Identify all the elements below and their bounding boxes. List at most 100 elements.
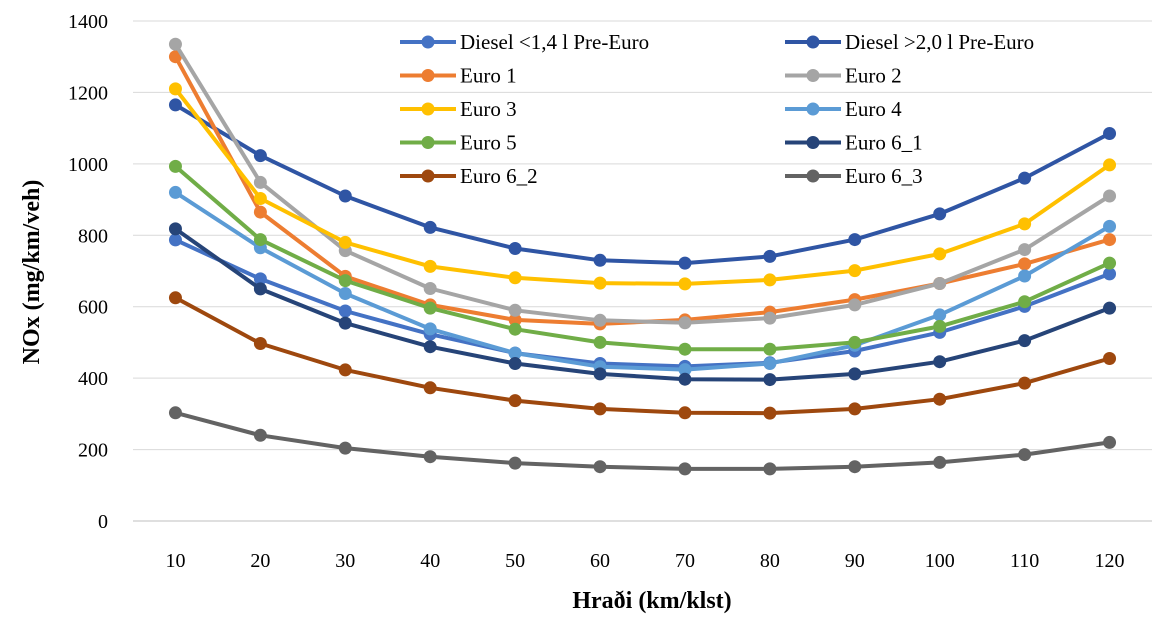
- data-point: [1103, 158, 1117, 172]
- data-point: [508, 346, 522, 360]
- series-euro-5: [168, 159, 1117, 356]
- legend-item: Euro 3: [400, 97, 517, 121]
- legend-swatch-marker: [421, 102, 435, 116]
- y-tick-label: 600: [78, 297, 108, 319]
- legend-item: Euro 6_2: [400, 164, 538, 188]
- x-tick-label: 90: [845, 550, 865, 572]
- data-point: [678, 372, 692, 386]
- data-point: [593, 402, 607, 416]
- legend-swatch-marker: [806, 136, 820, 149]
- data-point: [1103, 435, 1117, 449]
- series-euro-6-3: [168, 406, 1117, 476]
- data-point: [508, 456, 522, 470]
- data-point: [423, 381, 437, 395]
- data-point: [338, 189, 352, 203]
- data-point: [508, 313, 522, 327]
- data-point: [338, 304, 352, 318]
- y-tick-label: 1400: [68, 11, 108, 33]
- data-point: [168, 159, 182, 173]
- y-axis-ticks: 0 200 400 600 800 1000 1200 1400: [68, 11, 108, 533]
- data-point: [1103, 219, 1117, 233]
- x-tick-label: 20: [250, 550, 270, 572]
- data-point: [253, 233, 267, 247]
- data-point: [168, 185, 182, 199]
- legend-swatch-marker: [421, 69, 435, 82]
- x-tick-label: 120: [1095, 550, 1125, 572]
- data-point: [253, 272, 267, 286]
- data-point: [1018, 243, 1032, 257]
- data-point: [763, 273, 777, 287]
- data-point: [1103, 301, 1117, 315]
- data-point: [933, 308, 947, 322]
- series-diesel-2-0-l-pre-euro: [168, 98, 1117, 270]
- series-line: [173, 226, 1112, 382]
- y-axis-title: NOx (mg/km/veh): [19, 180, 45, 365]
- data-point: [1018, 217, 1032, 231]
- legend-swatch-marker: [421, 136, 435, 149]
- data-point: [168, 82, 182, 96]
- x-tick-label: 100: [925, 550, 955, 572]
- data-point: [423, 259, 437, 273]
- legend-swatch-marker: [421, 35, 435, 49]
- data-point: [253, 175, 267, 189]
- data-point: [763, 249, 777, 263]
- legend-swatch-marker: [806, 69, 820, 82]
- legend-swatch-marker: [421, 169, 435, 183]
- data-point: [1018, 295, 1032, 309]
- data-point: [338, 316, 352, 330]
- data-point: [763, 342, 777, 356]
- legend-item: Euro 2: [785, 64, 902, 88]
- series-line: [173, 86, 1112, 286]
- data-point: [168, 233, 182, 247]
- data-point: [423, 340, 437, 354]
- data-point: [253, 205, 267, 219]
- y-tick-label: 0: [98, 511, 108, 533]
- data-point: [168, 222, 182, 236]
- data-point: [933, 319, 947, 333]
- legend-label: Euro 5: [460, 131, 517, 155]
- legend-item: Diesel >2,0 l Pre-Euro: [785, 30, 1034, 54]
- series-line: [173, 237, 1112, 369]
- data-point: [423, 301, 437, 315]
- data-point: [253, 428, 267, 442]
- legend-label: Euro 4: [845, 97, 902, 121]
- legend-label: Euro 6_1: [845, 131, 923, 155]
- legend-label: Diesel >2,0 l Pre-Euro: [845, 30, 1034, 54]
- data-point: [338, 287, 352, 300]
- data-point: [253, 282, 267, 296]
- data-point: [1103, 189, 1117, 203]
- data-point: [1103, 233, 1117, 247]
- x-tick-label: 110: [1010, 550, 1039, 572]
- x-tick-label: 70: [675, 550, 695, 572]
- data-point: [848, 367, 862, 381]
- data-point: [168, 98, 182, 112]
- data-point: [763, 357, 777, 370]
- series-line: [173, 164, 1112, 352]
- legend-label: Diesel <1,4 l Pre-Euro: [460, 30, 649, 54]
- legend-label: Euro 2: [845, 64, 902, 88]
- data-point: [1018, 376, 1032, 390]
- data-point: [678, 256, 692, 270]
- data-point: [763, 373, 777, 387]
- data-point: [933, 207, 947, 221]
- series-euro-2: [168, 37, 1117, 330]
- data-point: [933, 277, 947, 290]
- legend-item: Euro 6_1: [785, 131, 923, 155]
- y-tick-label: 400: [78, 368, 108, 390]
- data-point: [933, 247, 947, 261]
- data-point: [593, 335, 607, 349]
- x-tick-label: 80: [760, 550, 780, 572]
- series-line: [173, 410, 1112, 471]
- data-point: [168, 291, 182, 305]
- data-point: [508, 322, 522, 336]
- legend-label: Euro 3: [460, 97, 517, 121]
- series-line: [173, 102, 1112, 266]
- y-tick-label: 1200: [68, 82, 108, 104]
- data-point: [1018, 257, 1032, 271]
- x-tick-label: 30: [335, 550, 355, 572]
- data-point: [1103, 267, 1117, 281]
- data-point: [423, 322, 437, 336]
- y-tick-label: 1000: [68, 154, 108, 176]
- data-point: [423, 220, 437, 234]
